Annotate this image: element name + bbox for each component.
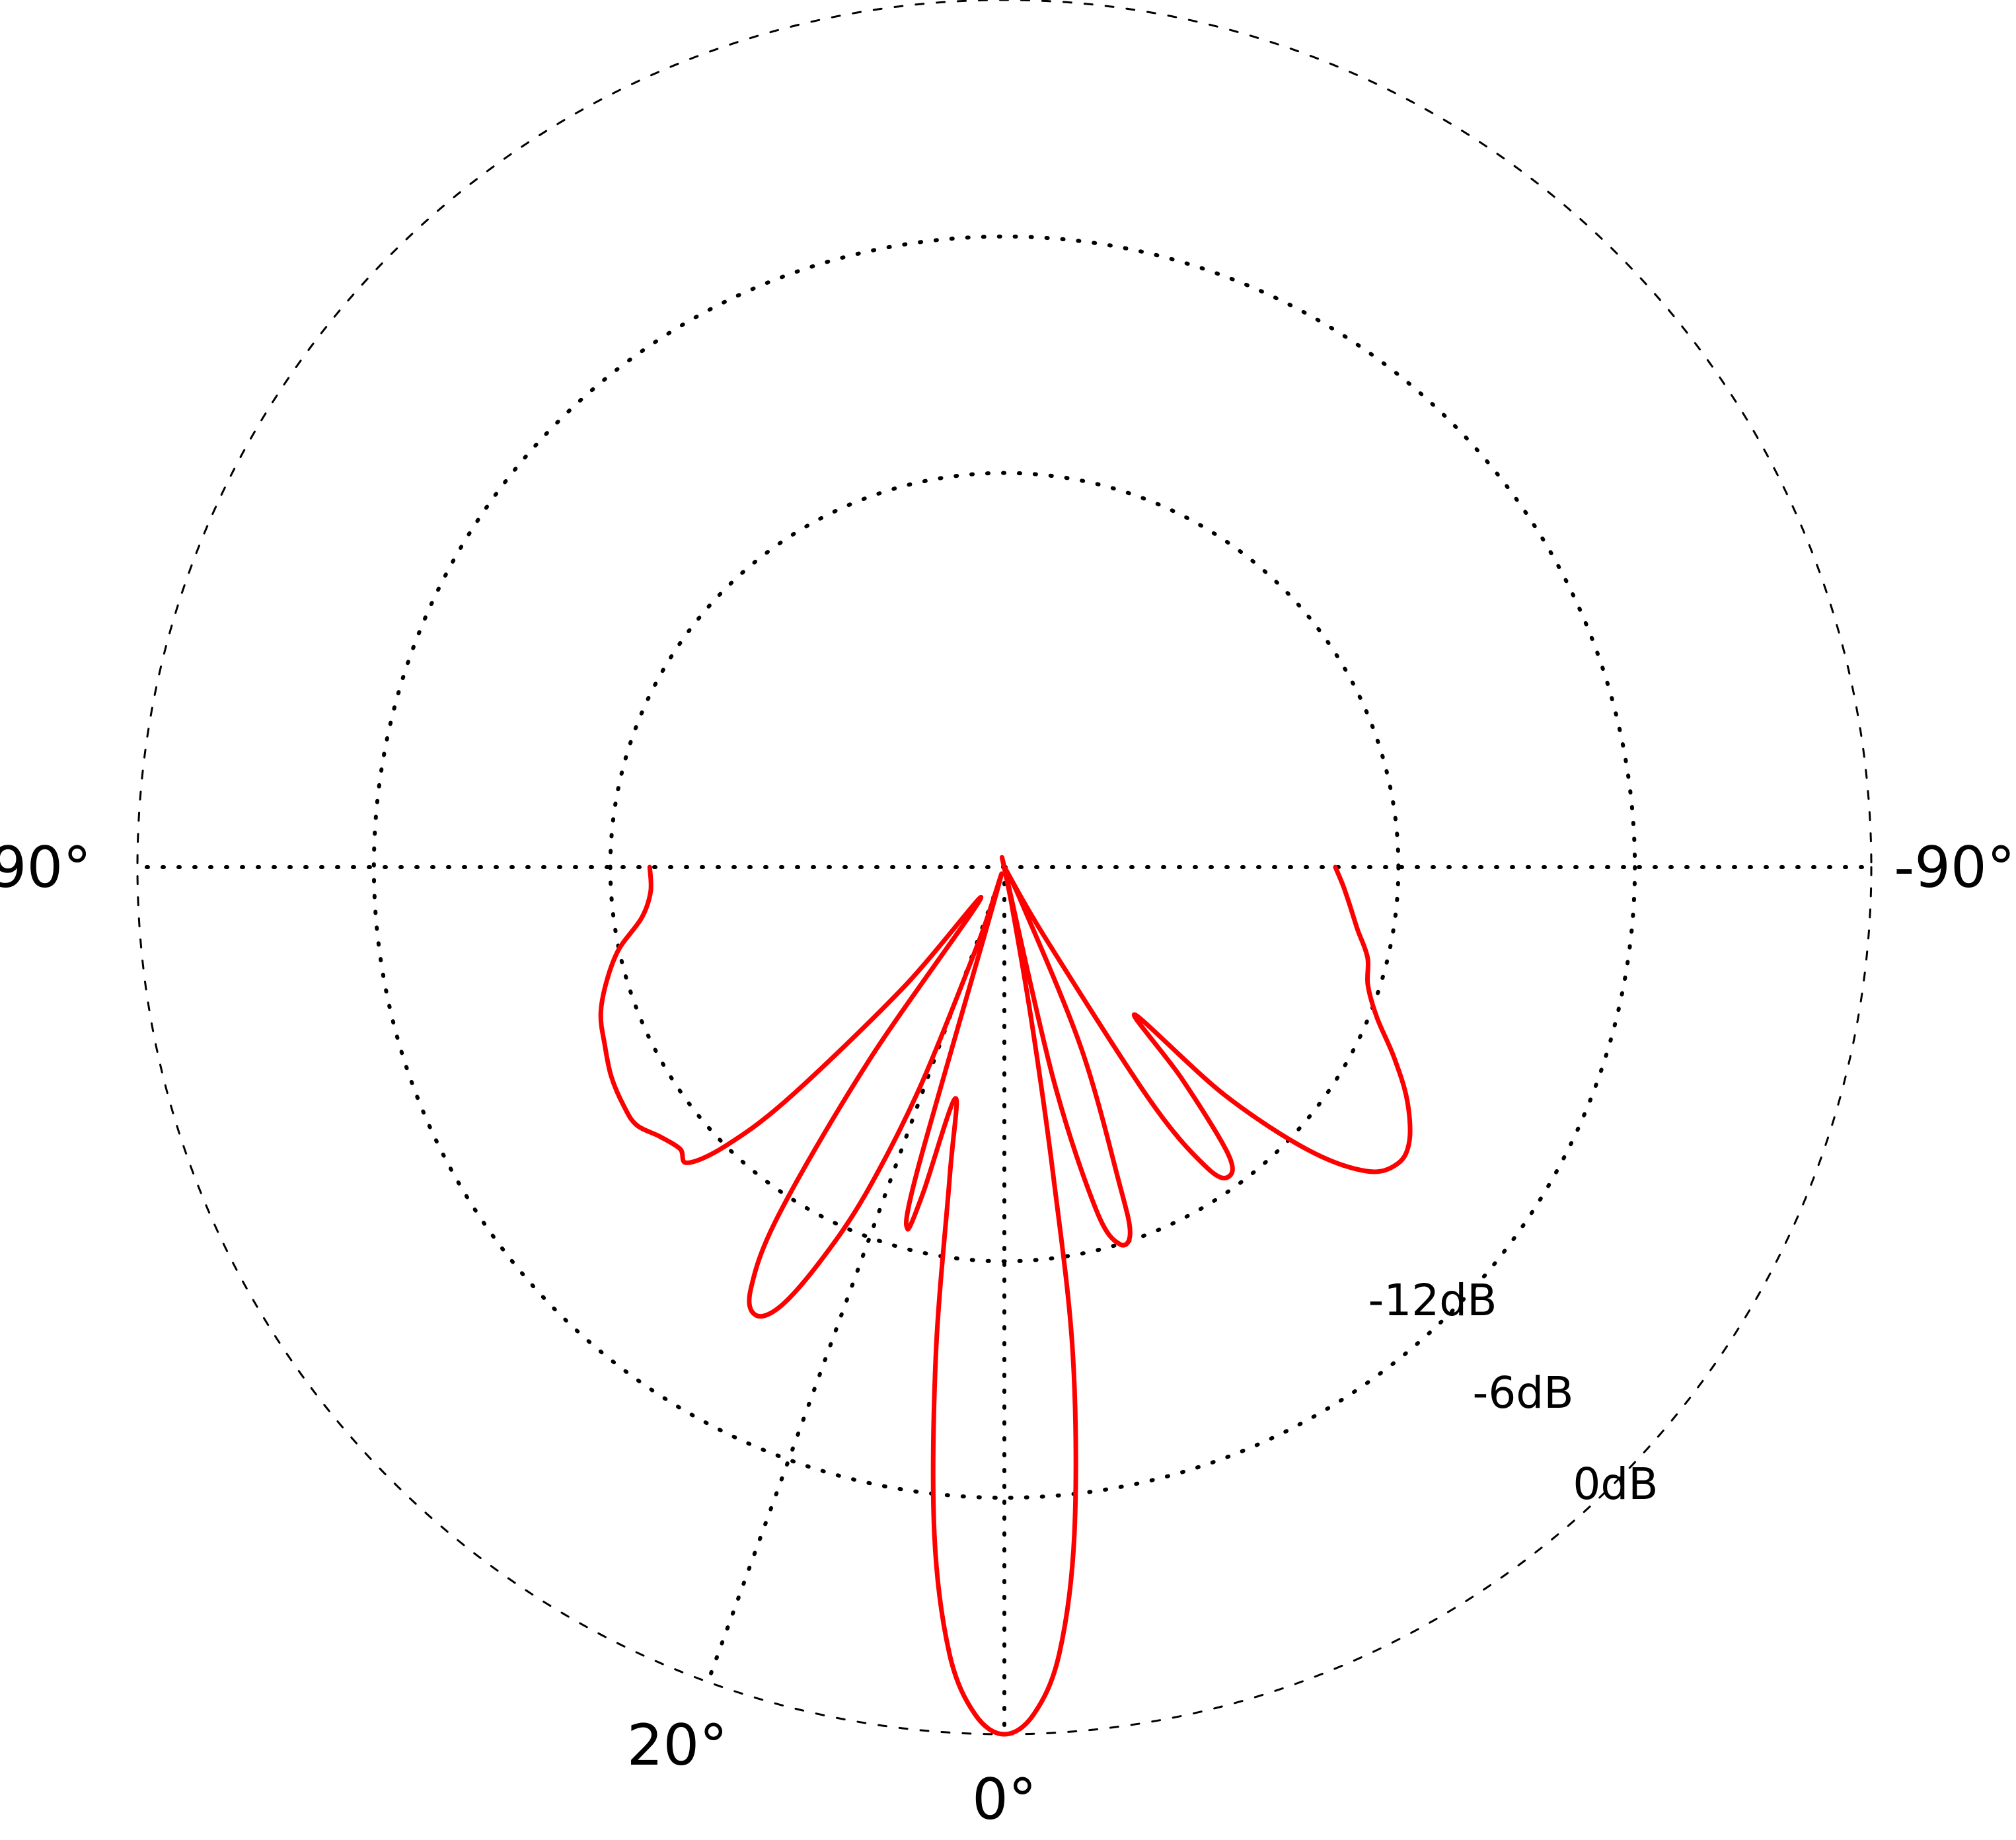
ring-label-0db: 0dB xyxy=(1573,1459,1658,1510)
ring-minus12db xyxy=(608,471,1401,1264)
series-layer xyxy=(598,855,1413,1737)
angle-label-minus90: -90° xyxy=(1894,835,2015,901)
polar-labels: 90° 20° 0° -90° 0dB -6dB -12dB xyxy=(0,835,2015,1833)
angle-label-20: 20° xyxy=(627,1712,728,1779)
ring-label-minus6db: -6dB xyxy=(1473,1367,1574,1418)
ring-minus6db xyxy=(371,234,1637,1500)
angle-label-90: 90° xyxy=(0,835,91,901)
series-line-0 xyxy=(598,855,1413,1737)
ring-label-minus12db: -12dB xyxy=(1368,1275,1497,1326)
angle-label-0: 0° xyxy=(972,1767,1037,1833)
